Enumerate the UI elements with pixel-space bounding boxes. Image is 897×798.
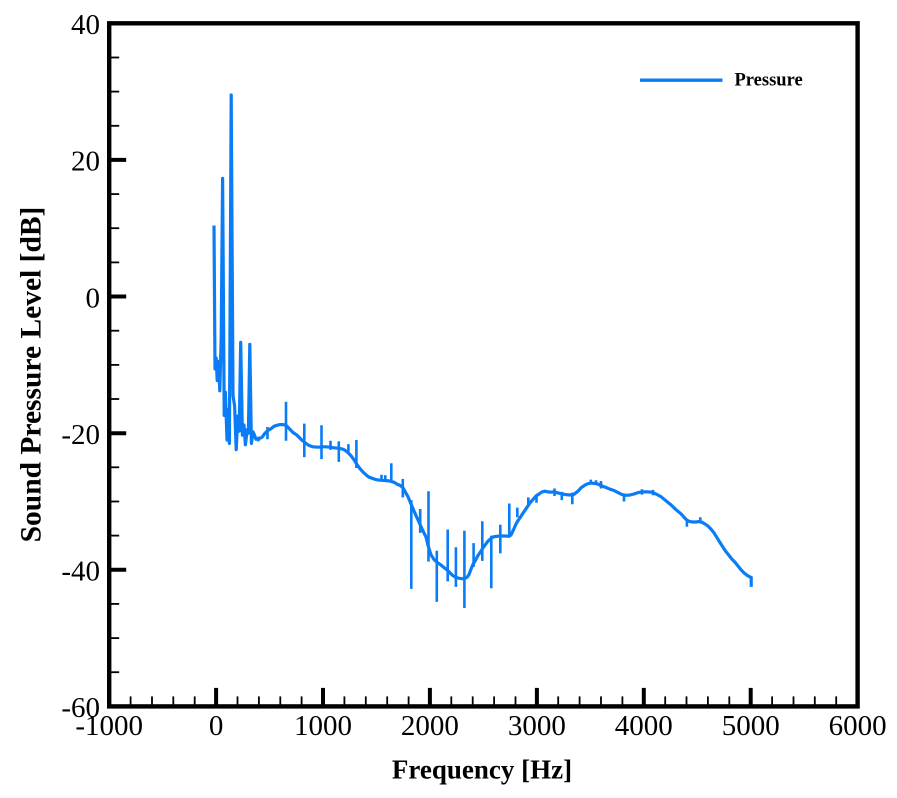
svg-text:Pressure: Pressure [735, 71, 803, 91]
svg-text:5000: 5000 [722, 710, 780, 742]
svg-text:0: 0 [86, 282, 101, 314]
svg-text:6000: 6000 [829, 710, 887, 742]
svg-text:40: 40 [71, 9, 100, 41]
svg-text:4000: 4000 [615, 710, 673, 742]
svg-text:Sound Pressure Level [dB]: Sound Pressure Level [dB] [16, 207, 48, 543]
svg-text:3000: 3000 [508, 710, 566, 742]
svg-text:-20: -20 [61, 419, 100, 451]
svg-text:-40: -40 [61, 556, 100, 588]
svg-text:20: 20 [71, 146, 100, 178]
svg-text:Frequency [Hz]: Frequency [Hz] [392, 755, 572, 785]
svg-text:1000: 1000 [294, 710, 352, 742]
svg-text:0: 0 [209, 710, 224, 742]
svg-text:2000: 2000 [401, 710, 459, 742]
svg-text:-1000: -1000 [75, 710, 143, 742]
svg-text:-60: -60 [61, 692, 100, 724]
